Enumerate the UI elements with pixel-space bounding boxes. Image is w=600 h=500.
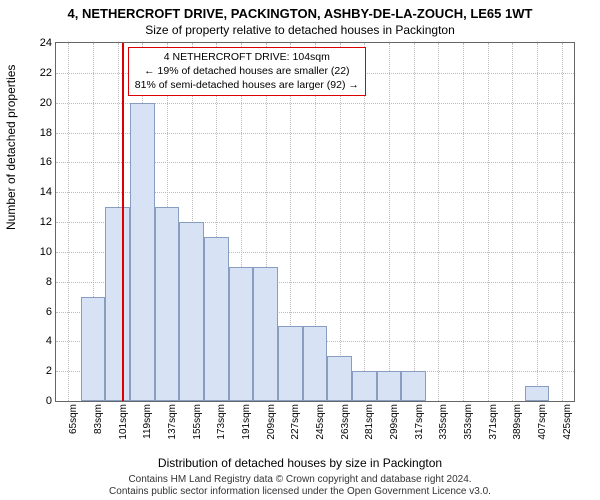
gridline-v xyxy=(512,43,513,401)
y-tick-label: 22 xyxy=(40,67,52,79)
gridline-v xyxy=(463,43,464,401)
y-tick-label: 18 xyxy=(40,127,52,139)
gridline-v xyxy=(364,43,365,401)
histogram-bar xyxy=(81,297,106,401)
x-tick-label: 137sqm xyxy=(167,404,178,440)
histogram-bar xyxy=(278,326,303,401)
gridline-v xyxy=(68,43,69,401)
y-tick-label: 14 xyxy=(40,186,52,198)
histogram-bar xyxy=(204,237,229,401)
y-tick-label: 10 xyxy=(40,246,52,258)
histogram-bar xyxy=(401,371,426,401)
y-tick-label: 8 xyxy=(46,276,52,288)
x-tick-label: 101sqm xyxy=(118,404,129,440)
histogram-bar xyxy=(155,207,180,401)
chart-plot-area: 02468101214161820222465sqm83sqm101sqm119… xyxy=(55,42,575,402)
x-tick-label: 299sqm xyxy=(389,404,400,440)
histogram-bar xyxy=(130,103,155,401)
histogram-bar xyxy=(179,222,204,401)
x-tick-label: 371sqm xyxy=(488,404,499,440)
x-tick-label: 425sqm xyxy=(562,404,573,440)
x-tick-label: 155sqm xyxy=(192,404,203,440)
x-tick-label: 173sqm xyxy=(216,404,227,440)
chart-title: 4, NETHERCROFT DRIVE, PACKINGTON, ASHBY-… xyxy=(0,0,600,21)
y-tick-label: 6 xyxy=(46,306,52,318)
y-tick-label: 20 xyxy=(40,97,52,109)
gridline-v xyxy=(414,43,415,401)
y-tick-label: 2 xyxy=(46,365,52,377)
histogram-bar xyxy=(377,371,402,401)
y-tick-label: 16 xyxy=(40,156,52,168)
chart-footer: Contains HM Land Registry data © Crown c… xyxy=(0,474,600,498)
histogram-bar xyxy=(303,326,328,401)
histogram-bar xyxy=(253,267,278,401)
histogram-bar xyxy=(229,267,254,401)
x-axis-label: Distribution of detached houses by size … xyxy=(0,456,600,470)
marker-line xyxy=(122,43,124,401)
x-tick-label: 353sqm xyxy=(463,404,474,440)
y-tick-label: 24 xyxy=(40,37,52,49)
histogram-bar xyxy=(327,356,352,401)
gridline-v xyxy=(537,43,538,401)
footer-line-1: Contains HM Land Registry data © Crown c… xyxy=(128,474,471,485)
y-tick-label: 12 xyxy=(40,216,52,228)
chart-subtitle: Size of property relative to detached ho… xyxy=(0,21,600,37)
gridline-v xyxy=(340,43,341,401)
footer-line-2: Contains public sector information licen… xyxy=(109,486,491,497)
x-tick-label: 281sqm xyxy=(364,404,375,440)
x-tick-label: 317sqm xyxy=(414,404,425,440)
marker-annotation: 4 NETHERCROFT DRIVE: 104sqm ← 19% of det… xyxy=(128,47,366,96)
gridline-v xyxy=(389,43,390,401)
histogram-bar xyxy=(352,371,377,401)
gridline-v xyxy=(438,43,439,401)
x-tick-label: 83sqm xyxy=(93,404,104,434)
gridline-v xyxy=(488,43,489,401)
gridline-v xyxy=(562,43,563,401)
y-tick-label: 0 xyxy=(46,395,52,407)
annotation-line-1: 4 NETHERCROFT DRIVE: 104sqm xyxy=(164,51,330,63)
x-tick-label: 245sqm xyxy=(315,404,326,440)
x-tick-label: 389sqm xyxy=(512,404,523,440)
x-tick-label: 209sqm xyxy=(266,404,277,440)
x-tick-label: 335sqm xyxy=(438,404,449,440)
y-axis-label: Number of detached properties xyxy=(4,65,18,230)
histogram-bar xyxy=(525,386,550,401)
x-tick-label: 227sqm xyxy=(290,404,301,440)
x-tick-label: 65sqm xyxy=(68,404,79,434)
annotation-line-3: 81% of semi-detached houses are larger (… xyxy=(135,79,359,91)
x-tick-label: 191sqm xyxy=(241,404,252,440)
x-tick-label: 407sqm xyxy=(537,404,548,440)
histogram-bar xyxy=(105,207,130,401)
y-tick-label: 4 xyxy=(46,335,52,347)
x-tick-label: 263sqm xyxy=(340,404,351,440)
x-tick-label: 119sqm xyxy=(142,404,153,439)
annotation-line-2: ← 19% of detached houses are smaller (22… xyxy=(144,65,349,77)
